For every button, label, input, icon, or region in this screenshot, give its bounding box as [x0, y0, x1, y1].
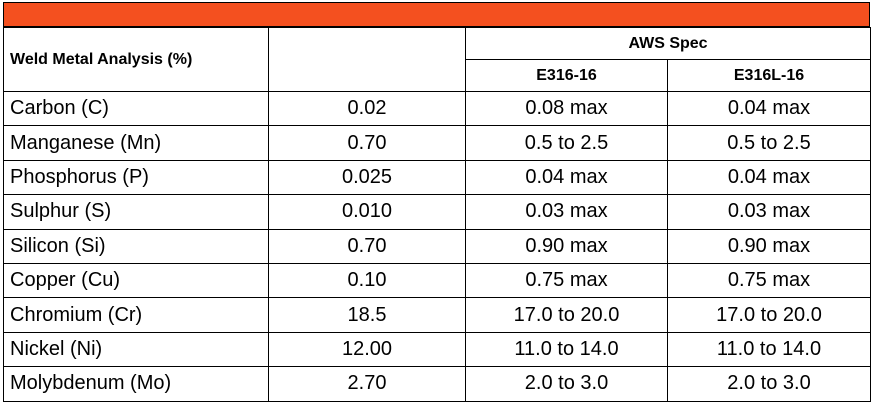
e316l-spec-cell: 0.90 max [666, 228, 872, 264]
element-name-cell: Nickel (Ni) [3, 331, 269, 368]
table-row: Molybdenum (Mo) 2.70 2.0 to 3.0 2.0 to 3.0 [3, 366, 872, 402]
element-name-cell: Manganese (Mn) [3, 125, 269, 161]
table-row: Silicon (Si) 0.70 0.90 max 0.90 max [3, 228, 872, 264]
e316l-spec-cell: 11.0 to 14.0 [666, 331, 872, 368]
analysis-value-cell: 0.02 [268, 90, 466, 127]
element-name-cell: Molybdenum (Mo) [3, 366, 269, 402]
e316-spec-cell: 0.08 max [465, 90, 668, 127]
e316l-spec-cell: 2.0 to 3.0 [666, 366, 872, 402]
table-row: Phosphorus (P) 0.025 0.04 max 0.04 max [3, 159, 872, 196]
element-name-cell: Sulphur (S) [3, 194, 269, 230]
table-row: Nickel (Ni) 12.00 11.0 to 14.0 11.0 to 14.0 [3, 331, 872, 368]
analysis-value-cell: 0.70 [268, 228, 466, 264]
e316l-spec-cell: 0.75 max [666, 262, 872, 299]
e316-spec-cell: 2.0 to 3.0 [465, 366, 668, 402]
e316-spec-cell: 0.04 max [465, 159, 668, 196]
table-row: Chromium (Cr) 18.5 17.0 to 20.0 17.0 to 20.… [3, 297, 872, 333]
e316-spec-cell: 17.0 to 20.0 [465, 297, 668, 333]
analysis-value-cell: 0.70 [268, 125, 466, 161]
analysis-value-cell: 12.00 [268, 331, 466, 368]
e316-spec-cell: 0.03 max [465, 194, 668, 230]
header-banner [3, 2, 870, 27]
aws-spec-header: AWS Spec [464, 27, 872, 60]
element-name-cell: Chromium (Cr) [3, 297, 269, 333]
e316-spec-cell: 0.90 max [465, 228, 668, 264]
weld-metal-analysis-table: Weld Metal Analysis (%) AWS Spec E316-16… [3, 27, 872, 402]
table-row: Manganese (Mn) 0.70 0.5 to 2.5 0.5 to 2.5 [3, 125, 872, 161]
table-row: Copper (Cu) 0.10 0.75 max 0.75 max [3, 262, 872, 299]
element-name-cell: Copper (Cu) [3, 262, 269, 299]
e316l-spec-cell: 0.03 max [666, 194, 872, 230]
analysis-value-cell: 2.70 [268, 366, 466, 402]
table-row: Sulphur (S) 0.010 0.03 max 0.03 max [3, 194, 872, 230]
value-header-empty [268, 27, 466, 92]
analysis-value-cell: 0.010 [268, 194, 466, 230]
e316l-spec-cell: 0.04 max [666, 159, 872, 196]
element-name-cell: Carbon (C) [3, 90, 269, 127]
e316l-spec-cell: 0.5 to 2.5 [666, 125, 872, 161]
analysis-value-cell: 0.10 [268, 262, 466, 299]
e316-spec-cell: 0.5 to 2.5 [465, 125, 668, 161]
e316-spec-cell: 11.0 to 14.0 [465, 331, 668, 368]
e316l-spec-cell: 17.0 to 20.0 [666, 297, 872, 333]
analysis-header: Weld Metal Analysis (%) [3, 27, 269, 92]
element-name-cell: Silicon (Si) [3, 228, 269, 264]
table-row: Carbon (C) 0.02 0.08 max 0.04 max [3, 90, 872, 127]
e316l-spec-cell: 0.04 max [666, 90, 872, 127]
analysis-value-cell: 18.5 [268, 297, 466, 333]
spec-header-e316l: E316L-16 [666, 59, 872, 92]
element-name-cell: Phosphorus (P) [3, 159, 269, 196]
analysis-value-cell: 0.025 [268, 159, 466, 196]
spec-header-e316: E316-16 [465, 59, 668, 92]
e316-spec-cell: 0.75 max [465, 262, 668, 299]
